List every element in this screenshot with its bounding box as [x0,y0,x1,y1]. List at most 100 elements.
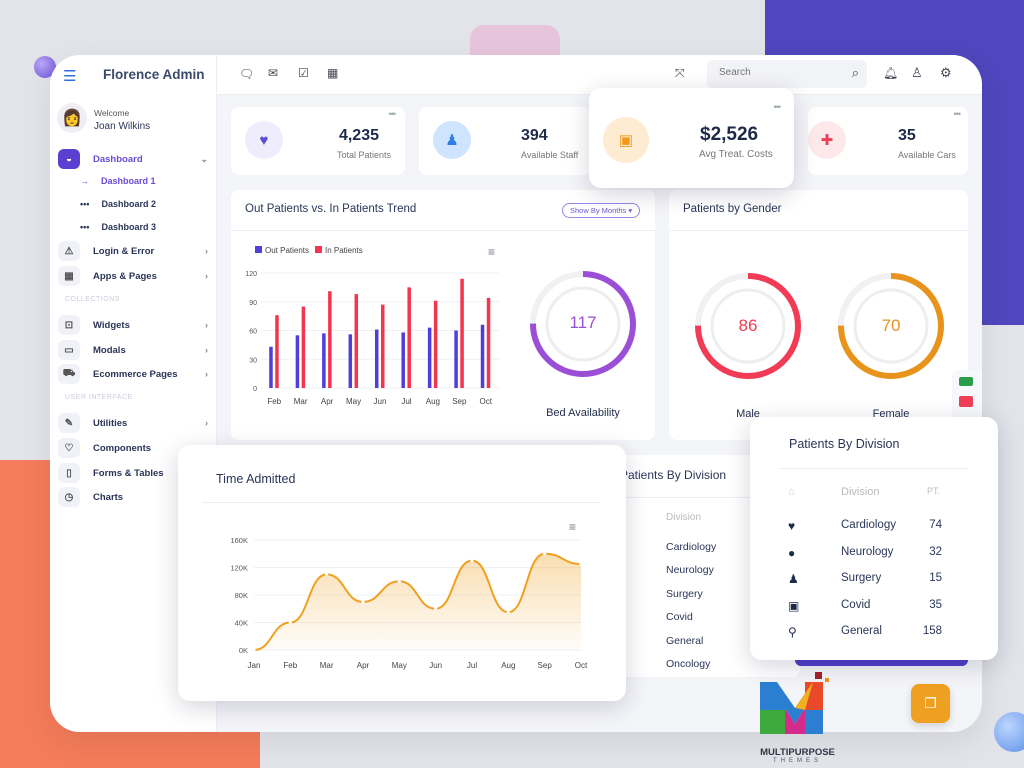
card-title: Patients By Division [620,468,727,482]
bar-out-patients [322,333,326,388]
male-donut [695,273,801,379]
y-tick-label: 120K [230,564,248,573]
sidebar-item-modals[interactable]: ▭ Modals › [58,340,208,360]
bed-label: Bed Availability [546,407,620,419]
chevron-down-icon: ⌄ [200,153,208,164]
show-by-months-dropdown[interactable]: Show By Months ▾ [562,203,641,218]
division-name: Oncology [666,658,711,670]
checkbox-icon[interactable]: ☑ [298,66,309,80]
chevron-right-icon: › [205,418,208,428]
purple-button-bar[interactable] [795,655,968,666]
bell-icon[interactable]: 🔔︎ [883,66,899,80]
col-division: Division [841,486,880,498]
x-tick-label: Oct [480,397,493,406]
divider [590,497,800,498]
division-pt: 158 [922,625,942,638]
bar-in-patients [407,287,411,388]
data-point [434,607,438,611]
sidebar-sub-dashboard-2[interactable]: ••• Dashboard 2 [80,199,156,209]
area-line [253,552,582,651]
user-name: Joan Wilkins [94,121,151,132]
y-tick-label: 160K [230,536,248,545]
sidebar-item-label: Login & Error [93,245,155,257]
y-tick-label: 0 [253,386,257,393]
calendar-icon[interactable]: ▦ [327,66,339,80]
ambulance-icon: ✚ [808,121,846,159]
section-collections: COLLECTIONS [65,296,120,303]
bar-in-patients [486,297,491,388]
more-icon[interactable]: ••• [773,102,782,112]
bar-in-patients [328,291,332,388]
data-point [325,572,329,576]
stat-value: 394 [521,127,548,144]
col-division: Division [666,512,702,523]
widget-icon: ⊡ [58,315,80,335]
stat-card-available-cars: ✚ 35 Available Cars ••• [808,107,968,175]
sidebar-sub-dashboard-3[interactable]: ••• Dashboard 3 [80,222,156,232]
image-icon[interactable] [959,396,973,407]
x-tick-label: Jan [248,661,261,670]
search-input[interactable] [719,67,829,78]
sidebar-item-dashboard[interactable]: ◒ Dashboard ⌄ [58,149,208,169]
gear-icon[interactable]: ⚙ [940,65,952,80]
more-icon[interactable]: ••• [953,109,962,119]
sidebar-item-forms-tables[interactable]: ▯ Forms & Tables [58,463,208,483]
division-name: Neurology [841,545,894,558]
search-icon[interactable]: ⌕ [851,65,859,80]
data-point [397,579,401,583]
money-icon[interactable] [959,377,973,386]
division-pt: 32 [929,545,942,558]
clock-icon: ◷ [58,487,80,507]
division-pt: 15 [929,572,942,585]
legend-swatch [315,246,322,253]
sidebar-sub-dashboard-1[interactable]: → Dashboard 1 [80,176,156,186]
stat-label: Avg Treat. Costs [699,149,773,160]
chat-icon[interactable]: 🗨 [239,67,255,81]
cart-icon: ⛟ [58,364,80,384]
stat-label: Available Staff [521,150,579,160]
bar-out-patients [348,334,353,388]
user-icon[interactable]: ♙ [911,65,923,80]
division-card: Patients By Division ⌂ Division PT. ♥ Ca… [750,417,998,660]
y-tick-label: 80K [235,591,248,600]
bar-in-patients [275,315,279,388]
sidebar-item-widgets[interactable]: ⊡ Widgets › [58,315,208,335]
sidebar-item-components[interactable]: ♡ Components [58,438,208,458]
dots-icon: ••• [80,222,90,232]
fullscreen-icon[interactable]: ⤧ [675,66,685,80]
sidebar-item-label: Dashboard [93,153,143,165]
sidebar-item-apps-pages[interactable]: ▦ Apps & Pages › [58,266,208,286]
x-tick-label: Sep [452,397,467,406]
heartbeat-icon: ♥ [245,121,283,159]
x-tick-label: Sep [538,661,553,670]
sidebar-item-login-error[interactable]: ⚠ Login & Error › [58,241,208,261]
bar-in-patients [354,294,359,388]
time-admitted-card: Time Admitted ≡ 0K 40K 80K 120K 160K Jan Feb Ma… [178,445,626,701]
welcome-label: Welcome [94,108,130,118]
mail-icon[interactable]: ✉ [268,66,279,80]
chevron-right-icon: › [205,246,208,256]
card-title: Out Patients vs. In Patients Trend [245,203,417,215]
y-tick-label: 30 [249,357,257,364]
chart-menu-icon[interactable]: ≡ [569,520,577,534]
menu-icon[interactable]: ☰ [63,68,77,85]
bar-in-patients [381,304,385,388]
sidebar-item-utilities[interactable]: ✎ Utilities › [58,413,208,433]
sidebar-item-label: Dashboard 3 [101,222,156,232]
division-name: Cardiology [666,541,717,553]
chat-button[interactable]: ❐ [911,684,950,723]
division-name: Covid [666,611,693,623]
sidebar-item-ecommerce[interactable]: ⛟ Ecommerce Pages › [58,364,208,384]
card-title: Patients By Division [789,437,900,451]
data-point [470,559,474,563]
search-box[interactable]: ⌕ [707,60,867,88]
avatar[interactable]: 👩 [57,103,87,133]
stat-card-available-staff: ♟ 394 Available Staff [419,107,591,175]
y-tick-label: 40K [235,619,248,628]
female-value: 70 [881,316,901,335]
male-label: Male [736,408,760,420]
more-icon[interactable]: ••• [388,109,397,119]
money-icon: ▣ [603,117,649,163]
sidebar-item-charts[interactable]: ◷ Charts [58,487,208,507]
legend-swatch [255,246,262,253]
